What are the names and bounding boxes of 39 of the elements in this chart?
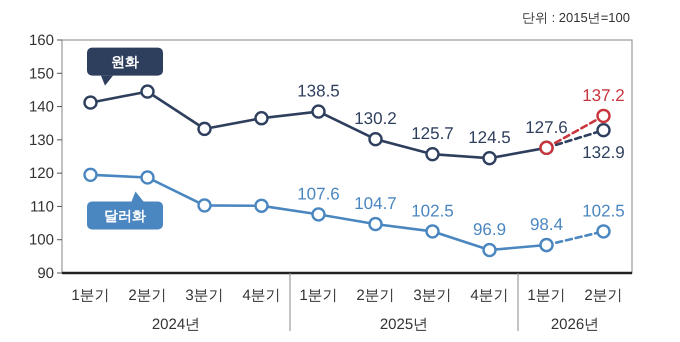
data-label: 127.6 [525, 118, 568, 137]
text: 단위 : 2015년=100 [522, 10, 630, 25]
y-tick-label: 160 [28, 32, 54, 49]
data-label: 98.4 [530, 215, 564, 234]
x-tick-label: 2분기 [356, 287, 395, 304]
data-label: 124.5 [468, 128, 511, 148]
x-tick-label: 4분기 [242, 287, 281, 304]
data-label: 137.2 [582, 86, 625, 105]
data-label: 130.2 [354, 109, 397, 128]
x-tick-label: 3분기 [413, 287, 452, 304]
legend-callout: 달러화 [87, 191, 163, 230]
legend-callout: 원화 [87, 48, 163, 86]
data-label: 107.6 [297, 184, 340, 204]
text: 2024년 [152, 316, 200, 333]
x-tick-label: 1분기 [527, 287, 566, 304]
data-label: 102.5 [582, 201, 625, 220]
x-tick-label: 4분기 [470, 287, 509, 304]
y-tick-label: 120 [28, 165, 54, 182]
data-label: 132.9 [582, 143, 625, 162]
y-tick-label: 140 [28, 98, 54, 116]
y-tick-label: 130 [28, 132, 54, 149]
text: 2025년 [380, 316, 428, 333]
data-label: 96.9 [472, 220, 506, 240]
x-tick-label: 2분기 [584, 287, 623, 304]
x-tick-label: 1분기 [71, 287, 110, 304]
y-tick-label: 150 [28, 65, 54, 82]
data-label: 104.7 [354, 194, 397, 214]
x-tick-label: 3분기 [185, 287, 224, 304]
x-tick-label: 2분기 [128, 287, 167, 304]
data-label: 125.7 [411, 124, 454, 144]
x-tick-label: 1분기 [299, 287, 338, 304]
text: 2026년 [550, 316, 600, 333]
y-tick-label: 90 [37, 265, 54, 282]
y-tick-label: 100 [28, 232, 54, 249]
data-label: 102.5 [411, 201, 454, 220]
y-tick-label: 110 [30, 198, 54, 216]
legend-label: 달러화 [104, 207, 146, 224]
series-label: 원화 [111, 54, 139, 70]
data-label: 138.5 [297, 82, 340, 101]
